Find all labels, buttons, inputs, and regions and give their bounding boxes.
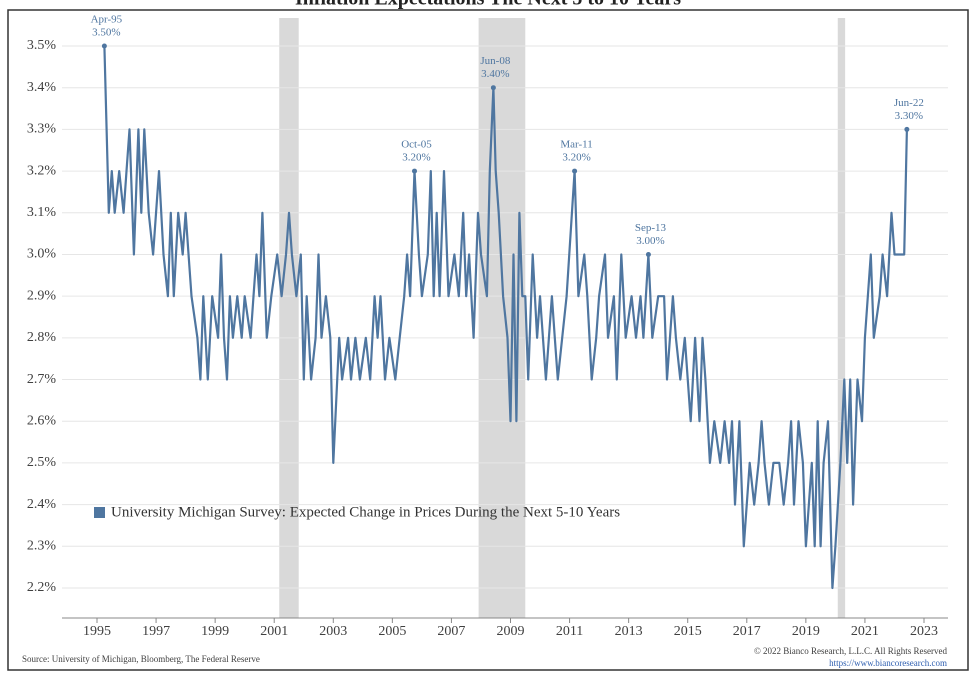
x-tick-label: 1999 [201,624,229,639]
frame [7,9,969,671]
y-tick-label: 2.5% [27,455,57,470]
annotation-point [412,168,418,174]
legend-label: University Michigan Survey: Expected Cha… [111,504,620,520]
annotation-label: Jun-22 [894,97,924,109]
x-tick-label: 2013 [615,624,643,639]
url[interactable]: https://www.biancoresearch.com [829,658,947,668]
x-tick-label: 1997 [142,624,170,639]
annotation-label: Sep-13 [635,222,667,234]
annotation-point [490,85,496,91]
x-tick-label: 2005 [378,624,406,639]
series-line [103,45,908,590]
y-tick-label: 3.1% [27,205,57,220]
copyright: © 2022 Bianco Research, L.L.C. All Right… [754,646,948,656]
y-tick-label: 2.4% [27,497,57,512]
y-tick-label: 2.3% [27,539,57,554]
x-tick-label: 2007 [437,624,465,639]
x-tick-label: 1995 [83,624,111,639]
annotation-label: Oct-05 [401,139,432,151]
y-tick-label: 3.3% [27,122,57,137]
y-tick-label: 3.0% [27,247,57,262]
y-tick-label: 2.8% [27,330,57,345]
annotation-value: 3.30% [895,110,923,122]
annotation-label: Mar-11 [560,139,592,151]
x-tick-label: 2021 [851,624,879,639]
y-tick-label: 3.5% [27,38,57,53]
annotation-point [572,168,578,174]
annotation-label: Jun-08 [480,55,510,67]
annotation-value: 3.00% [636,235,664,247]
annotation-value: 3.50% [92,27,120,39]
annotation-value: 3.40% [481,68,509,80]
annotation-value: 3.20% [402,152,430,164]
y-tick-label: 2.2% [27,580,57,595]
annotation-point [904,126,910,132]
chart-title: Inflation Expectations The Next 5 to 10 … [295,0,681,10]
x-tick-label: 2003 [319,624,347,639]
x-tick-label: 2001 [260,624,288,639]
annotation-point [645,251,651,257]
y-tick-label: 3.4% [27,80,57,95]
y-tick-label: 2.9% [27,288,57,303]
y-tick-label: 2.6% [27,413,57,428]
legend-swatch [94,507,105,518]
x-tick-label: 2015 [674,624,702,639]
x-tick-label: 2023 [910,624,938,639]
recession-band [837,18,846,618]
x-tick-label: 2009 [497,624,525,639]
recession-band [279,18,299,618]
annotation-value: 3.20% [562,152,590,164]
annotation-point [101,43,107,49]
annotation-label: Apr-95 [91,14,123,26]
y-tick-label: 3.2% [27,163,57,178]
x-tick-label: 2011 [556,624,583,639]
x-tick-label: 2017 [733,624,761,639]
source: Source: University of Michigan, Bloomber… [22,654,260,664]
y-tick-label: 2.7% [27,372,57,387]
x-tick-label: 2019 [792,624,820,639]
